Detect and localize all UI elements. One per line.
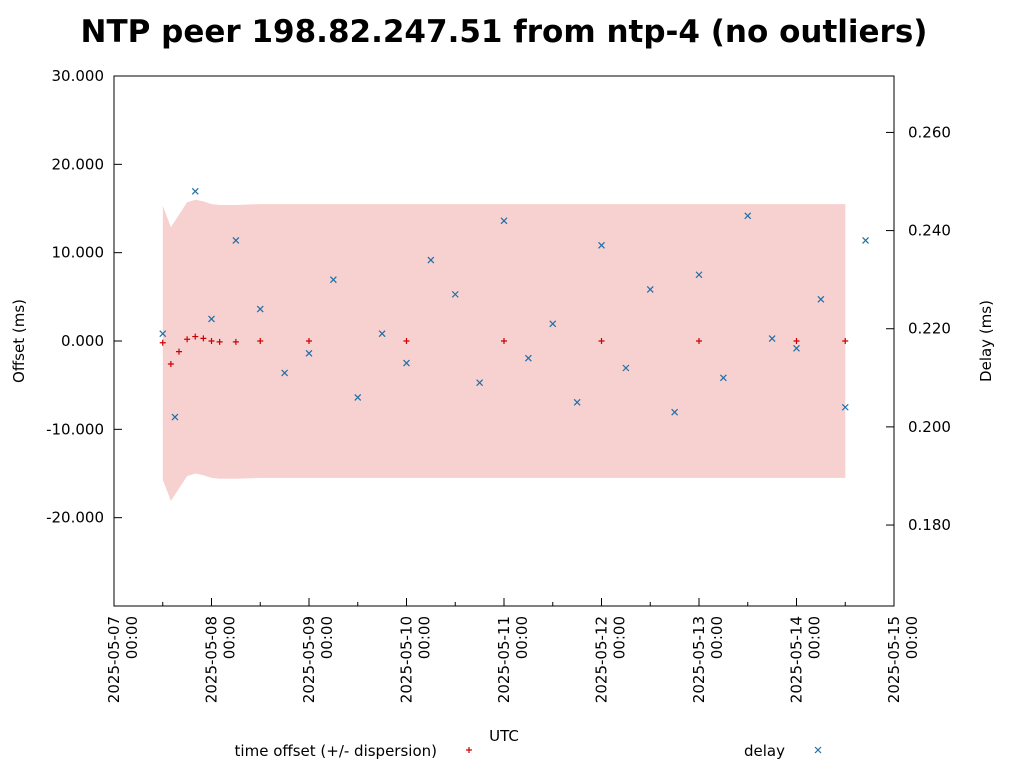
x-tick-label: 2025-05-1300:00 [690, 616, 726, 703]
offset-point [216, 338, 223, 345]
x-tick-label: 2025-05-1000:00 [398, 616, 434, 703]
delay-point [695, 271, 703, 279]
x-axis: 2025-05-0700:00 2025-05-0800:00 2025-05-09… [105, 598, 921, 703]
delay-point [671, 408, 679, 416]
delay-point [171, 413, 179, 421]
y2-axis-label: Delay (ms) [977, 300, 995, 382]
y-axis-label: Offset (ms) [10, 299, 28, 383]
y-axis-left: 30.000 20.000 10.000 0.000 -10.000 -20.000 [46, 67, 122, 527]
offset-point [306, 338, 312, 344]
legend-label-offset: time offset (+/- dispersion) [235, 742, 437, 760]
delay-point [573, 398, 581, 406]
delay-point [427, 256, 435, 264]
delay-point [232, 236, 240, 244]
y-tick-label: -20.000 [46, 509, 104, 527]
legend: time offset (+/- dispersion) delay [235, 742, 822, 760]
delay-point [841, 403, 849, 411]
x-tick-label: 2025-05-1400:00 [788, 616, 824, 703]
x-tick-label: 2025-05-0800:00 [203, 616, 239, 703]
delay-point [451, 290, 459, 298]
x-tick-label: 2025-05-1100:00 [495, 616, 531, 703]
delay-point [403, 359, 410, 367]
delay-point [598, 241, 605, 249]
delay-point [549, 320, 557, 328]
y-tick-label: 0.000 [61, 332, 104, 350]
offset-point [208, 338, 215, 344]
offset-point [842, 338, 849, 344]
delay-point [191, 187, 199, 195]
legend-offset-plus [466, 747, 472, 753]
delay-point [281, 369, 289, 377]
offset-point [232, 338, 239, 345]
legend-delay-x [814, 746, 822, 754]
delay-point [329, 276, 337, 284]
delay-point [305, 349, 313, 357]
offset-point [696, 338, 702, 344]
y-tick-label: -10.000 [46, 420, 104, 438]
chart-title: NTP peer 198.82.247.51 from ntp-4 (no ou… [81, 14, 928, 50]
delay-point [622, 364, 630, 372]
delay-point [744, 212, 752, 220]
y2-tick-label: 0.260 [908, 123, 951, 141]
offset-point [200, 335, 207, 342]
delay-point [208, 315, 215, 323]
delay-point [817, 295, 825, 303]
delay-point [256, 305, 264, 313]
y-tick-label: 30.000 [52, 67, 105, 85]
delay-point [793, 344, 800, 352]
offset-point [184, 336, 191, 343]
delay-point [378, 330, 386, 338]
delay-point [862, 236, 869, 244]
x-tick-label: 2025-05-0700:00 [105, 616, 141, 703]
x-tick-label: 2025-05-0900:00 [300, 616, 336, 703]
delay-point [354, 394, 362, 401]
offset-point [257, 338, 264, 344]
legend-label-delay: delay [744, 742, 785, 760]
y-tick-label: 20.000 [52, 155, 105, 173]
delay-point [719, 374, 727, 382]
delay-series [159, 187, 869, 421]
offset-point [159, 339, 166, 346]
legend-marker-delay [814, 746, 822, 754]
offset-series [159, 333, 849, 367]
y-tick-label: 10.000 [52, 244, 105, 262]
offset-point [793, 338, 800, 344]
x-axis-label: UTC [489, 727, 519, 745]
offset-point [598, 338, 605, 344]
delay-point [500, 217, 508, 225]
offset-point [176, 348, 182, 355]
delay-point [646, 286, 654, 293]
y2-tick-label: 0.180 [908, 516, 951, 534]
y2-tick-label: 0.200 [908, 418, 951, 436]
delay-point [768, 335, 776, 342]
dispersion-band-area [162, 199, 846, 501]
y2-tick-label: 0.220 [908, 320, 951, 338]
x-tick-label: 2025-05-1200:00 [593, 616, 629, 703]
dispersion-band [162, 199, 846, 501]
offset-point [403, 338, 410, 344]
offset-point [167, 360, 174, 367]
y-axis-right: 0.260 0.240 0.220 0.200 0.180 [886, 123, 951, 534]
offset-point [192, 333, 199, 340]
y2-tick-label: 0.240 [908, 222, 951, 240]
delay-point [476, 379, 484, 387]
x-tick-label: 2025-05-1500:00 [885, 616, 921, 703]
legend-marker-offset [466, 747, 472, 753]
offset-point [501, 338, 507, 344]
delay-point [524, 354, 532, 362]
delay-point [159, 330, 167, 338]
